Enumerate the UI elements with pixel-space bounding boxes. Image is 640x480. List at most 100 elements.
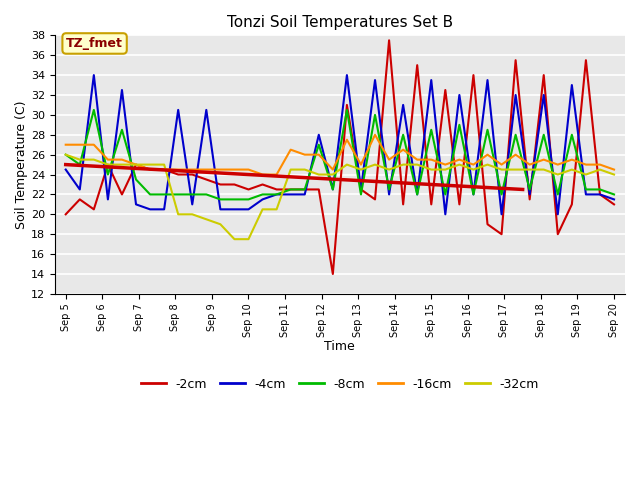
-16cm	[202, 167, 210, 172]
-4cm	[428, 77, 435, 83]
-4cm	[90, 72, 98, 78]
-16cm	[470, 162, 477, 168]
-4cm	[442, 211, 449, 217]
-2cm	[596, 192, 604, 197]
-32cm	[568, 167, 576, 172]
-32cm	[230, 236, 238, 242]
-32cm	[132, 162, 140, 168]
-16cm	[399, 147, 407, 153]
-16cm	[428, 157, 435, 163]
-16cm	[484, 152, 492, 157]
-4cm	[287, 192, 294, 197]
-2cm	[442, 87, 449, 93]
-2cm	[273, 187, 280, 192]
-8cm	[104, 172, 112, 178]
-4cm	[174, 107, 182, 113]
-8cm	[596, 187, 604, 192]
-8cm	[413, 192, 421, 197]
-2cm	[132, 162, 140, 168]
-16cm	[188, 167, 196, 172]
-4cm	[371, 77, 379, 83]
-32cm	[357, 167, 365, 172]
-2cm	[62, 211, 70, 217]
-4cm	[62, 167, 70, 172]
-16cm	[413, 157, 421, 163]
-16cm	[301, 152, 308, 157]
-2cm	[301, 187, 308, 192]
-8cm	[610, 192, 618, 197]
-2cm	[329, 271, 337, 277]
-8cm	[484, 127, 492, 132]
-16cm	[90, 142, 98, 147]
-32cm	[329, 172, 337, 178]
-2cm	[540, 72, 548, 78]
Title: Tonzi Soil Temperatures Set B: Tonzi Soil Temperatures Set B	[227, 15, 453, 30]
-2cm	[399, 202, 407, 207]
-8cm	[357, 192, 365, 197]
-4cm	[259, 196, 266, 202]
-2cm	[357, 187, 365, 192]
-32cm	[315, 172, 323, 178]
-2cm	[610, 202, 618, 207]
-16cm	[554, 162, 562, 168]
-4cm	[540, 92, 548, 98]
-4cm	[230, 206, 238, 212]
-2cm	[371, 196, 379, 202]
-32cm	[456, 162, 463, 168]
-2cm	[202, 177, 210, 182]
-4cm	[216, 206, 224, 212]
Line: -8cm: -8cm	[66, 110, 614, 199]
-8cm	[301, 187, 308, 192]
-8cm	[470, 192, 477, 197]
-4cm	[301, 192, 308, 197]
-16cm	[456, 157, 463, 163]
-4cm	[104, 196, 112, 202]
-32cm	[259, 206, 266, 212]
-8cm	[442, 192, 449, 197]
-2cm	[385, 37, 393, 43]
-8cm	[273, 192, 280, 197]
-32cm	[371, 162, 379, 168]
-2cm	[160, 167, 168, 172]
-4cm	[202, 107, 210, 113]
-8cm	[385, 187, 393, 192]
-32cm	[484, 162, 492, 168]
-32cm	[202, 216, 210, 222]
-4cm	[343, 72, 351, 78]
-32cm	[90, 157, 98, 163]
-32cm	[498, 167, 506, 172]
-16cm	[610, 167, 618, 172]
-4cm	[610, 196, 618, 202]
-8cm	[582, 187, 589, 192]
-32cm	[216, 221, 224, 227]
-4cm	[76, 187, 84, 192]
-32cm	[596, 167, 604, 172]
-2cm	[470, 72, 477, 78]
-8cm	[244, 196, 252, 202]
-2cm	[104, 162, 112, 168]
-32cm	[582, 172, 589, 178]
-32cm	[301, 167, 308, 172]
-4cm	[118, 87, 126, 93]
-32cm	[273, 206, 280, 212]
-8cm	[399, 132, 407, 138]
-8cm	[343, 107, 351, 113]
-16cm	[259, 172, 266, 178]
-16cm	[230, 167, 238, 172]
-16cm	[174, 167, 182, 172]
-4cm	[596, 192, 604, 197]
-4cm	[146, 206, 154, 212]
-8cm	[371, 112, 379, 118]
-16cm	[118, 157, 126, 163]
-8cm	[512, 132, 520, 138]
-4cm	[484, 77, 492, 83]
-4cm	[188, 202, 196, 207]
-2cm	[259, 181, 266, 187]
-8cm	[259, 192, 266, 197]
-16cm	[526, 162, 534, 168]
-4cm	[568, 82, 576, 88]
-2cm	[343, 102, 351, 108]
-2cm	[498, 231, 506, 237]
-16cm	[385, 157, 393, 163]
-8cm	[90, 107, 98, 113]
